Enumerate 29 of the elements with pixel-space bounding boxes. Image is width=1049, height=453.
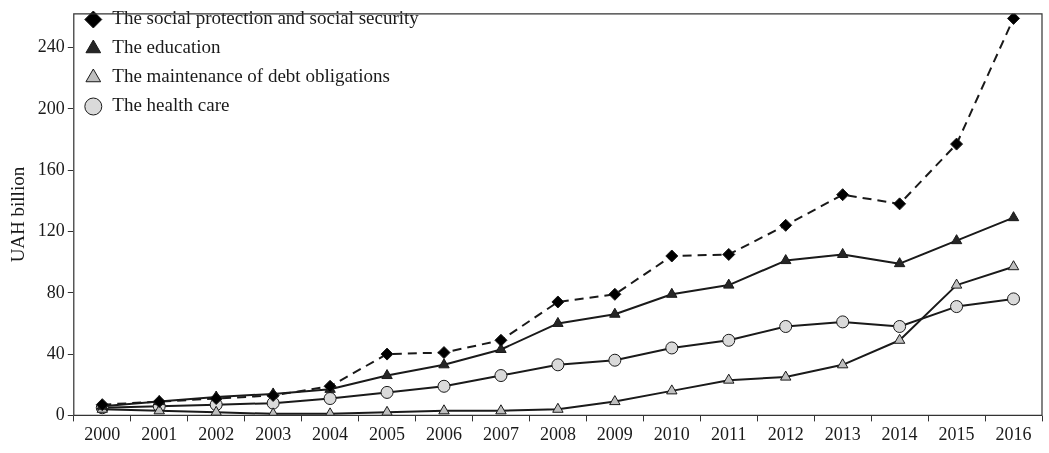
y-tick-label: 240 — [37, 36, 65, 57]
x-tick-label: 2016 — [995, 423, 1032, 444]
x-tick-label: 2002 — [198, 423, 235, 444]
x-tick-label: 2013 — [824, 423, 861, 444]
y-axis-title: UAH billion — [7, 166, 29, 263]
x-tick-label: 2003 — [255, 423, 292, 444]
x-tick-label: 2012 — [767, 423, 804, 444]
x-tick-label: 2014 — [881, 423, 918, 444]
y-tick-label: 160 — [37, 158, 65, 179]
x-tick-label: 2010 — [653, 423, 690, 444]
x-tick-label: 2005 — [369, 423, 406, 444]
legend-label: The health care — [112, 94, 230, 116]
x-tick-label: 2000 — [84, 423, 121, 444]
y-tick-label: 0 — [55, 404, 65, 425]
y-tick-label: 40 — [46, 342, 65, 363]
y-tick-label: 80 — [46, 281, 65, 302]
x-tick-label: 2015 — [938, 423, 975, 444]
legend-label: The social protection and social security — [112, 7, 420, 29]
x-tick-label: 2001 — [141, 423, 178, 444]
y-tick-label: 120 — [37, 220, 65, 241]
legend-label: The maintenance of debt obligations — [112, 65, 390, 87]
legend-label: The education — [112, 36, 221, 58]
x-tick-label: 2004 — [312, 423, 349, 444]
x-tick-label: 2006 — [425, 423, 462, 444]
x-tick-label: 2011 — [711, 423, 747, 444]
x-tick-label: 2009 — [596, 423, 633, 444]
y-tick-label: 200 — [37, 97, 65, 118]
x-tick-label: 2007 — [482, 423, 519, 444]
x-tick-label: 2008 — [539, 423, 576, 444]
